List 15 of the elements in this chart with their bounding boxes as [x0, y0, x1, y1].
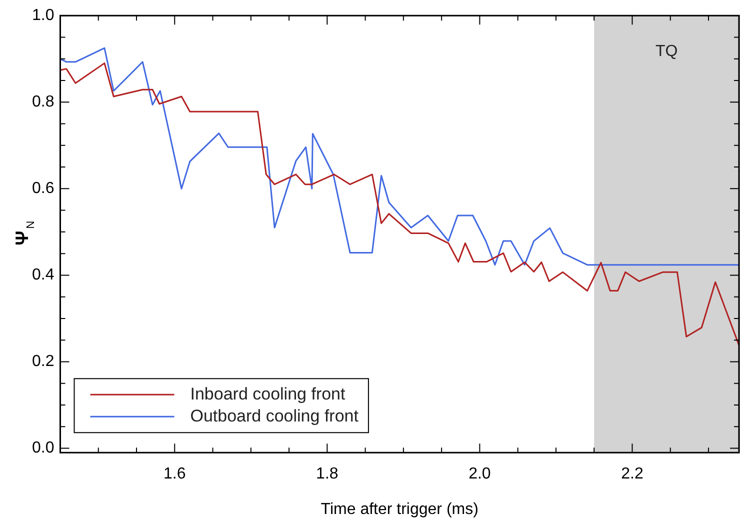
x-axis-title: Time after trigger (ms) [320, 500, 478, 518]
legend-label: Outboard cooling front [190, 406, 359, 426]
y-tick-label: 1.0 [32, 7, 54, 24]
y-axis-title: ΨN [12, 220, 37, 246]
y-tick-label: 0.4 [32, 266, 54, 284]
x-tick-label: 1.8 [316, 466, 338, 483]
y-tick-label: 0.6 [32, 180, 54, 198]
y-tick-label: 0.2 [32, 353, 54, 370]
x-tick-label: 1.6 [164, 466, 186, 483]
legend-label: Inboard cooling front [190, 384, 346, 404]
y-tick-label: 0.8 [32, 94, 54, 111]
x-tick-label: 2.2 [621, 466, 644, 483]
x-tick-label: 2.0 [468, 466, 491, 483]
band-label: TQ [655, 43, 678, 60]
y-tick-label: 0.0 [32, 440, 54, 457]
